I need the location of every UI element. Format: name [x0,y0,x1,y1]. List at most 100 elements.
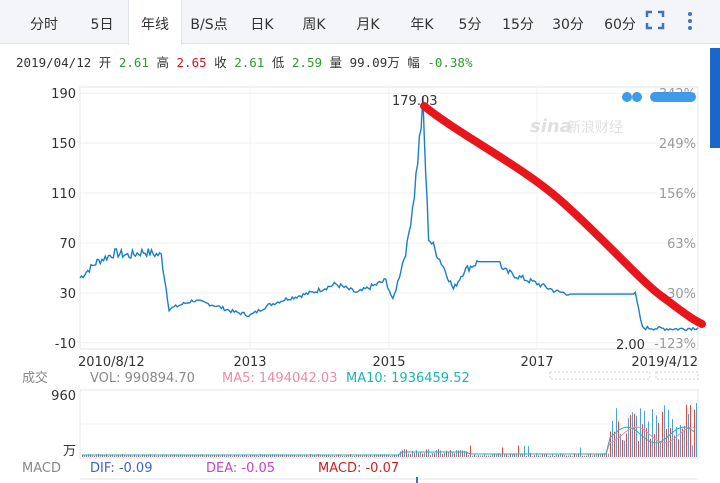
volume-bar [194,455,195,457]
time-range-scroller[interactable] [549,371,699,380]
volume-bar [486,455,487,457]
tab-yearline[interactable]: 年线 [128,0,182,45]
red-trend-annotation [420,102,706,328]
side-panel-tab[interactable] [710,48,720,148]
volume-bar [374,454,375,457]
tab-bs-points[interactable]: B/S点 [190,17,228,33]
x-axis-ticks: 2010/8/12 2013 2015 2017 2019/4/12 [78,355,698,370]
volume-bar [216,455,217,457]
volume-bar [172,455,173,457]
volume-bar [476,455,477,457]
volume-bar [148,454,149,457]
volume-bar [548,455,549,457]
volume-bar [426,449,427,457]
volume-bar [410,453,411,457]
volume-value: 99.09万 [349,55,400,70]
volume-bar [522,453,523,457]
volume-bar [584,455,585,457]
volume-bar [108,455,109,457]
volume-bar [562,454,563,457]
y-axis-ticks: 190 150 110 70 30 -10 [51,87,76,352]
volume-bar [196,454,197,457]
quote-summary: 2019/04/12 开 2.61 高 2.65 收 2.61 低 2.59 量… [16,52,472,71]
volume-bar [200,455,201,457]
volume-bar [140,455,141,457]
volume-title: 成交 [22,370,48,386]
volume-bar [116,454,117,457]
y-tick-label: 150 [51,137,76,152]
volume-bar [380,454,381,457]
more-menu-icon[interactable] [680,10,700,32]
volume-bar [408,453,409,457]
tab-5day[interactable]: 5日 [90,17,114,33]
tab-weekly-k[interactable]: 周K [302,17,326,33]
volume-bar [256,454,257,457]
tab-yearly-k[interactable]: 年K [410,17,434,33]
volume-bar [598,453,599,457]
volume-bar [118,455,119,457]
fullscreen-icon[interactable] [645,10,665,32]
volume-bar [246,454,247,457]
volume-bar [204,455,205,457]
volume-bar [178,454,179,457]
open-value: 2.61 [118,55,149,70]
volume-bar [566,455,567,457]
volume-bar [412,450,413,457]
volume-bar [300,455,301,457]
volume-bar [308,455,309,457]
volume-bar [564,454,565,457]
tab-monthly-k[interactable]: 月K [356,17,380,33]
tab-15min[interactable]: 15分 [502,17,534,33]
volume-bar [668,409,669,457]
volume-bar [282,454,283,457]
volume-bar [270,455,271,457]
volume-bar [438,449,439,457]
svg-text:sina: sina [530,116,572,137]
tab-daily-k[interactable]: 日K [250,17,274,33]
volume-bar [352,455,353,457]
volume-bar [114,455,115,457]
volume-bar [658,422,659,457]
volume-bar [206,455,207,457]
tab-60min[interactable]: 60分 [604,17,636,33]
volume-bar [406,449,407,457]
volume-bar [122,454,123,457]
volume-bar [456,450,457,457]
volume-bar [156,455,157,457]
volume-bar [600,453,601,457]
volume-bar [302,455,303,457]
volume-bar [672,418,673,457]
volume-bar [166,455,167,457]
volume-bar [526,455,527,457]
watermark-text: 新浪财经 [567,120,623,136]
volume-bar [328,454,329,457]
volume-bar [240,455,241,457]
volume-bar [314,455,315,457]
volume-bar [582,455,583,457]
volume-bar [288,454,289,457]
volume-bar [220,455,221,457]
volume-bar [636,415,637,457]
volume-bar [316,455,317,457]
volume-bar [254,454,255,457]
volume-bar [330,455,331,457]
volume-bar [558,455,559,457]
tab-5min[interactable]: 5分 [458,17,482,33]
chart-grid [80,87,698,349]
volume-bar [378,454,379,457]
volume-bar [538,455,539,457]
volume-bar [604,453,605,457]
volume-bar [264,454,265,457]
volume-label: 量 [329,55,343,70]
volume-bar [638,440,639,457]
volume-bar [500,454,501,457]
volume-bar [400,451,401,457]
volume-bar [440,450,441,457]
volume-bar [504,454,505,457]
volume-bar [88,454,89,457]
tab-30min[interactable]: 30分 [552,17,584,33]
volume-bar [396,454,397,457]
tab-intraday[interactable]: 分时 [30,17,58,33]
change-label: 幅 [407,55,420,70]
volume-bar [682,428,683,457]
